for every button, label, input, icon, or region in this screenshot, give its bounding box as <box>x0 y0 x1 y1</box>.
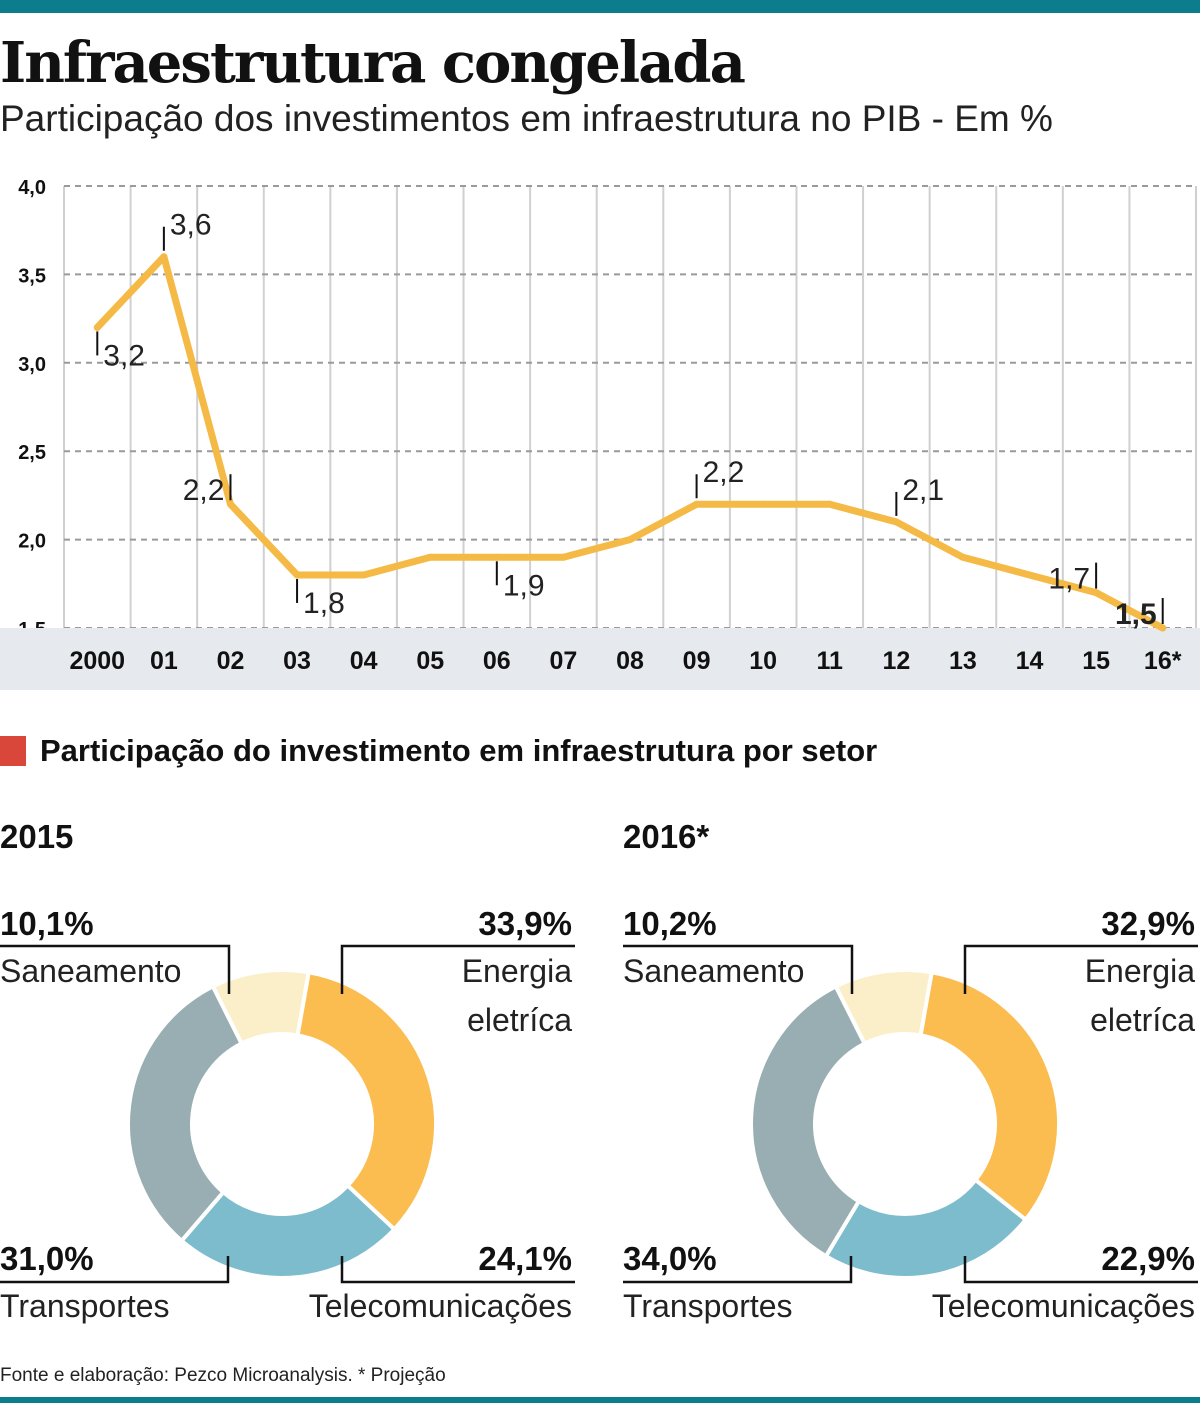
x-tick-label: 01 <box>150 647 178 675</box>
chart-title: Infraestrutura congelada <box>0 30 746 96</box>
data-label: 1,5 <box>1115 598 1157 631</box>
line-chart: 1,5 2,0 2,5 3,0 3,5 4,0 2000 01 02 03 04 05 06 07 08 09… <box>0 177 1200 690</box>
y-tick-label: 3,0 <box>18 354 46 376</box>
data-point <box>826 500 834 508</box>
energia-2016-percent: 32,9% <box>1101 905 1195 942</box>
sector-section-title: Participação do investimento em infraest… <box>40 733 878 768</box>
telecom-2016-label: Telecomunicações <box>931 1288 1195 1324</box>
data-point <box>559 553 567 561</box>
data-label: 2,2 <box>703 456 745 489</box>
leader-line-energia <box>963 944 1198 994</box>
x-tick-label: 06 <box>483 647 511 675</box>
data-point <box>959 553 967 561</box>
x-tick-label: 08 <box>616 647 644 675</box>
data-point <box>426 553 434 561</box>
data-point <box>626 536 634 544</box>
data-point <box>759 500 767 508</box>
x-tick-label: 07 <box>550 647 578 675</box>
donut-slice-transportes <box>126 983 245 1244</box>
energia-2015-label-line1: Energia <box>461 953 572 989</box>
bottom-accent-bar <box>0 1397 1200 1403</box>
energia-2015-label-line2: eletríca <box>467 1002 572 1038</box>
data-label: 2,1 <box>902 474 944 507</box>
x-tick-label: 14 <box>1016 647 1044 675</box>
donut-slice-energia <box>918 970 1061 1223</box>
x-tick-label: 05 <box>416 647 444 675</box>
transportes-2015-label: Transportes <box>0 1288 170 1324</box>
data-label: 1,8 <box>303 587 345 620</box>
leader-line-saneamento <box>623 944 854 994</box>
x-tick-label: 13 <box>949 647 977 675</box>
data-point <box>1026 571 1034 579</box>
donut-chart-2015 <box>0 944 575 1284</box>
data-point <box>1092 589 1100 597</box>
y-tick-label: 4,0 <box>18 177 46 199</box>
x-tick-label: 02 <box>217 647 245 675</box>
data-point <box>293 571 301 579</box>
energia-2015-percent: 33,9% <box>478 905 572 942</box>
saneamento-2015-percent: 10,1% <box>0 905 94 942</box>
x-tick-label: 03 <box>283 647 311 675</box>
x-tick-label: 2000 <box>69 647 125 675</box>
data-point <box>360 571 368 579</box>
energia-2016-label-line2: eletríca <box>1090 1002 1195 1038</box>
x-tick-label: 04 <box>350 647 378 675</box>
x-axis-band <box>0 628 1200 690</box>
data-point <box>1159 624 1167 632</box>
leader-line-transportes <box>623 1256 853 1284</box>
data-point <box>160 253 168 261</box>
saneamento-2016-label: Saneamento <box>623 953 805 989</box>
data-label: 3,2 <box>103 339 145 372</box>
y-tick-label: 2,0 <box>18 531 46 553</box>
saneamento-2015-label: Saneamento <box>0 953 182 989</box>
leader-line-transportes <box>0 1256 230 1284</box>
data-label: 1,9 <box>503 569 545 602</box>
chart-subtitle: Participação dos investimentos em infrae… <box>0 98 1053 139</box>
leader-line-energia <box>340 944 575 994</box>
sector-section-header: Participação do investimento em infraest… <box>0 728 877 774</box>
data-point <box>93 323 101 331</box>
donut-slice-telecom <box>823 1177 1029 1280</box>
energia-2016-label-line1: Energia <box>1084 953 1195 989</box>
year-2016-title: 2016* <box>623 818 710 855</box>
data-point <box>693 500 701 508</box>
donut-slice-energia <box>295 970 438 1233</box>
section-marker-square <box>0 736 26 766</box>
donut-slice-telecom <box>178 1182 398 1280</box>
data-label: 3,6 <box>170 209 212 242</box>
source-note: Fonte e elaboração: Pezco Microanalysis.… <box>0 1365 446 1386</box>
x-tick-label: 12 <box>882 647 910 675</box>
data-point <box>226 500 234 508</box>
y-tick-label: 2,5 <box>18 442 46 464</box>
telecom-2015-percent: 24,1% <box>478 1240 572 1277</box>
x-tick-label: 09 <box>683 647 711 675</box>
year-2015-title: 2015 <box>0 818 74 855</box>
transportes-2016-label: Transportes <box>623 1288 793 1324</box>
series-line <box>93 253 1167 632</box>
saneamento-2016-percent: 10,2% <box>623 905 717 942</box>
x-tick-label: 11 <box>817 647 844 675</box>
donut-chart-2016 <box>623 944 1198 1284</box>
leader-line-telecom <box>340 1256 575 1284</box>
donut-slice-transportes <box>749 983 868 1259</box>
x-tick-label: 10 <box>749 647 777 675</box>
y-tick-label: 3,5 <box>18 265 46 287</box>
data-point <box>493 553 501 561</box>
top-accent-bar <box>0 0 1200 13</box>
x-tick-label: 16* <box>1144 647 1182 675</box>
leader-line-telecom <box>963 1256 1198 1284</box>
transportes-2016-percent: 34,0% <box>623 1240 717 1277</box>
data-point <box>892 518 900 526</box>
telecom-2016-percent: 22,9% <box>1101 1240 1195 1277</box>
leader-line-saneamento <box>0 944 231 994</box>
data-label: 2,2 <box>183 474 225 507</box>
transportes-2015-percent: 31,0% <box>0 1240 94 1277</box>
x-tick-label: 15 <box>1082 647 1110 675</box>
data-label: 1,7 <box>1048 563 1090 596</box>
telecom-2015-label: Telecomunicações <box>308 1288 572 1324</box>
